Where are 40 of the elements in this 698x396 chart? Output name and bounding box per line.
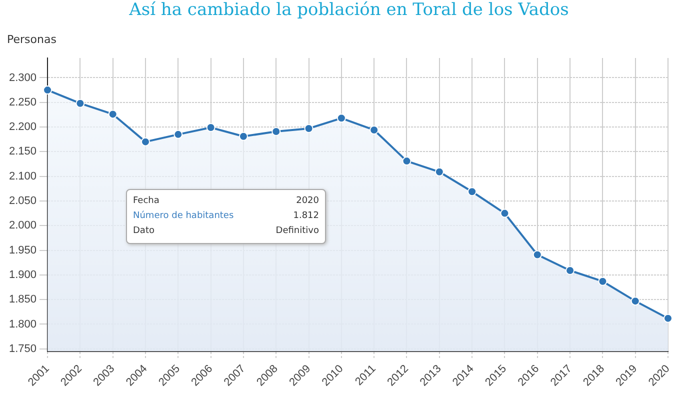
annotation: 1.812 bbox=[293, 210, 319, 223]
point bbox=[336, 114, 346, 123]
point bbox=[468, 187, 477, 196]
point bbox=[206, 123, 216, 132]
annotation: Número de habitantes bbox=[133, 210, 234, 223]
point bbox=[304, 124, 314, 134]
point bbox=[43, 86, 52, 95]
point bbox=[434, 167, 444, 176]
point bbox=[238, 132, 248, 141]
annotation: 2020 bbox=[296, 195, 319, 208]
annotation: Dato bbox=[133, 225, 154, 238]
point bbox=[76, 98, 85, 108]
annotation: Definitivo bbox=[276, 225, 319, 238]
y-tick-label: 2.100 bbox=[8, 170, 37, 182]
y-tick-label: 1.850 bbox=[8, 294, 37, 306]
point bbox=[598, 276, 608, 286]
point bbox=[272, 126, 281, 136]
y-tick-label: 2.300 bbox=[8, 72, 37, 84]
y-tick-label: 1.800 bbox=[8, 318, 37, 330]
y-tick-label: 1.950 bbox=[8, 244, 37, 256]
y-tick-label: 2.000 bbox=[8, 220, 37, 232]
annotation: Fecha bbox=[133, 195, 160, 208]
y-axis-title: Personas bbox=[7, 33, 56, 46]
y-tick-label: 2.250 bbox=[8, 96, 37, 108]
y-tick-label: 2.050 bbox=[8, 195, 37, 208]
point bbox=[664, 314, 672, 323]
point bbox=[566, 266, 575, 276]
point bbox=[630, 296, 640, 306]
point bbox=[532, 250, 542, 260]
chart-title: Así ha cambiado la población en Toral de los Vados bbox=[128, 0, 570, 20]
y-tick-label: 1.750 bbox=[8, 342, 37, 355]
point bbox=[140, 137, 150, 146]
y-tick-label: 2.150 bbox=[8, 146, 37, 158]
point bbox=[370, 125, 379, 134]
point bbox=[108, 110, 118, 119]
point bbox=[174, 130, 183, 139]
y-tick-label: 2.200 bbox=[8, 121, 37, 134]
point bbox=[500, 208, 510, 218]
y-tick-label: 1.900 bbox=[8, 268, 37, 281]
point bbox=[402, 156, 412, 166]
